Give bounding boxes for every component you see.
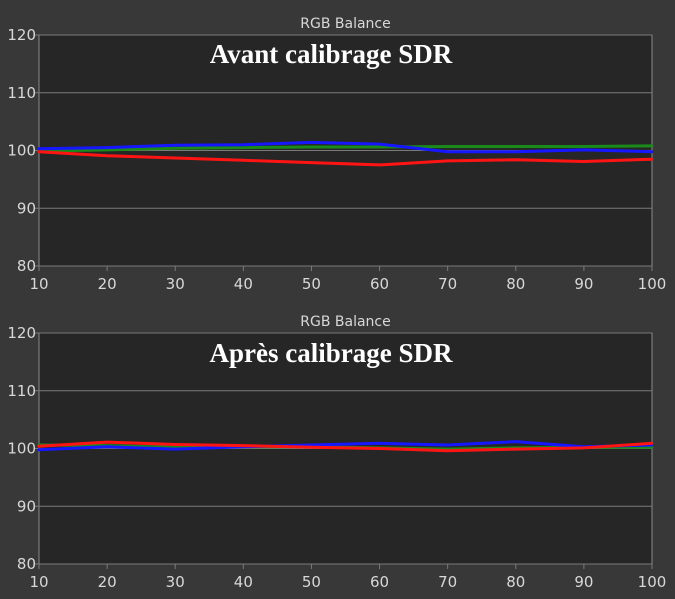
x-tick-label: 50 bbox=[302, 573, 321, 591]
x-tick-label: 70 bbox=[438, 573, 457, 591]
chart-title: RGB Balance bbox=[300, 314, 390, 330]
x-tick-label: 100 bbox=[638, 573, 667, 591]
series-line-1 bbox=[37, 144, 654, 153]
y-tick-label: 100 bbox=[7, 440, 36, 458]
x-tick-label: 60 bbox=[370, 573, 389, 591]
x-tick-label: 30 bbox=[166, 275, 185, 293]
x-tick-label: 90 bbox=[574, 573, 593, 591]
y-tick-label: 120 bbox=[7, 26, 36, 44]
y-tick-label: 90 bbox=[17, 199, 36, 217]
x-tick-label: 50 bbox=[302, 275, 321, 293]
x-tick-label: 40 bbox=[234, 573, 253, 591]
x-tick-label: 30 bbox=[166, 573, 185, 591]
chart-annotation: Avant calibrage SDR bbox=[210, 39, 453, 69]
x-tick-label: 100 bbox=[638, 275, 667, 293]
y-tick-label: 90 bbox=[17, 497, 36, 515]
x-tick-label: 20 bbox=[98, 573, 117, 591]
x-tick-label: 60 bbox=[370, 275, 389, 293]
x-tick-label: 10 bbox=[29, 275, 48, 293]
series-line-2 bbox=[37, 140, 654, 154]
x-tick-label: 20 bbox=[98, 275, 117, 293]
y-tick-label: 100 bbox=[7, 142, 36, 160]
y-tick-label: 120 bbox=[7, 324, 36, 342]
x-tick-label: 70 bbox=[438, 275, 457, 293]
y-tick-label: 110 bbox=[7, 84, 36, 102]
y-tick-label: 80 bbox=[17, 555, 36, 573]
x-tick-label: 40 bbox=[234, 275, 253, 293]
x-tick-label: 10 bbox=[29, 573, 48, 591]
chart-2: 80 90 100 110 120 10 20 30 40 50 60 70 80 90 100 RGB Ba… bbox=[7, 314, 666, 591]
series-line-3 bbox=[37, 440, 654, 453]
series-line-3 bbox=[37, 150, 654, 167]
chart-title: RGB Balance bbox=[300, 16, 390, 32]
series-line-2 bbox=[37, 440, 654, 452]
y-tick-label: 80 bbox=[17, 257, 36, 275]
x-tick-label: 90 bbox=[574, 275, 593, 293]
y-tick-label: 110 bbox=[7, 382, 36, 400]
x-tick-label: 80 bbox=[506, 573, 525, 591]
chart-annotation: Après calibrage SDR bbox=[210, 338, 453, 368]
chart-1: 80 90 100 110 120 10 20 30 40 50 60 70 80 90 100 RGB Ba… bbox=[7, 16, 666, 293]
x-tick-label: 80 bbox=[506, 275, 525, 293]
